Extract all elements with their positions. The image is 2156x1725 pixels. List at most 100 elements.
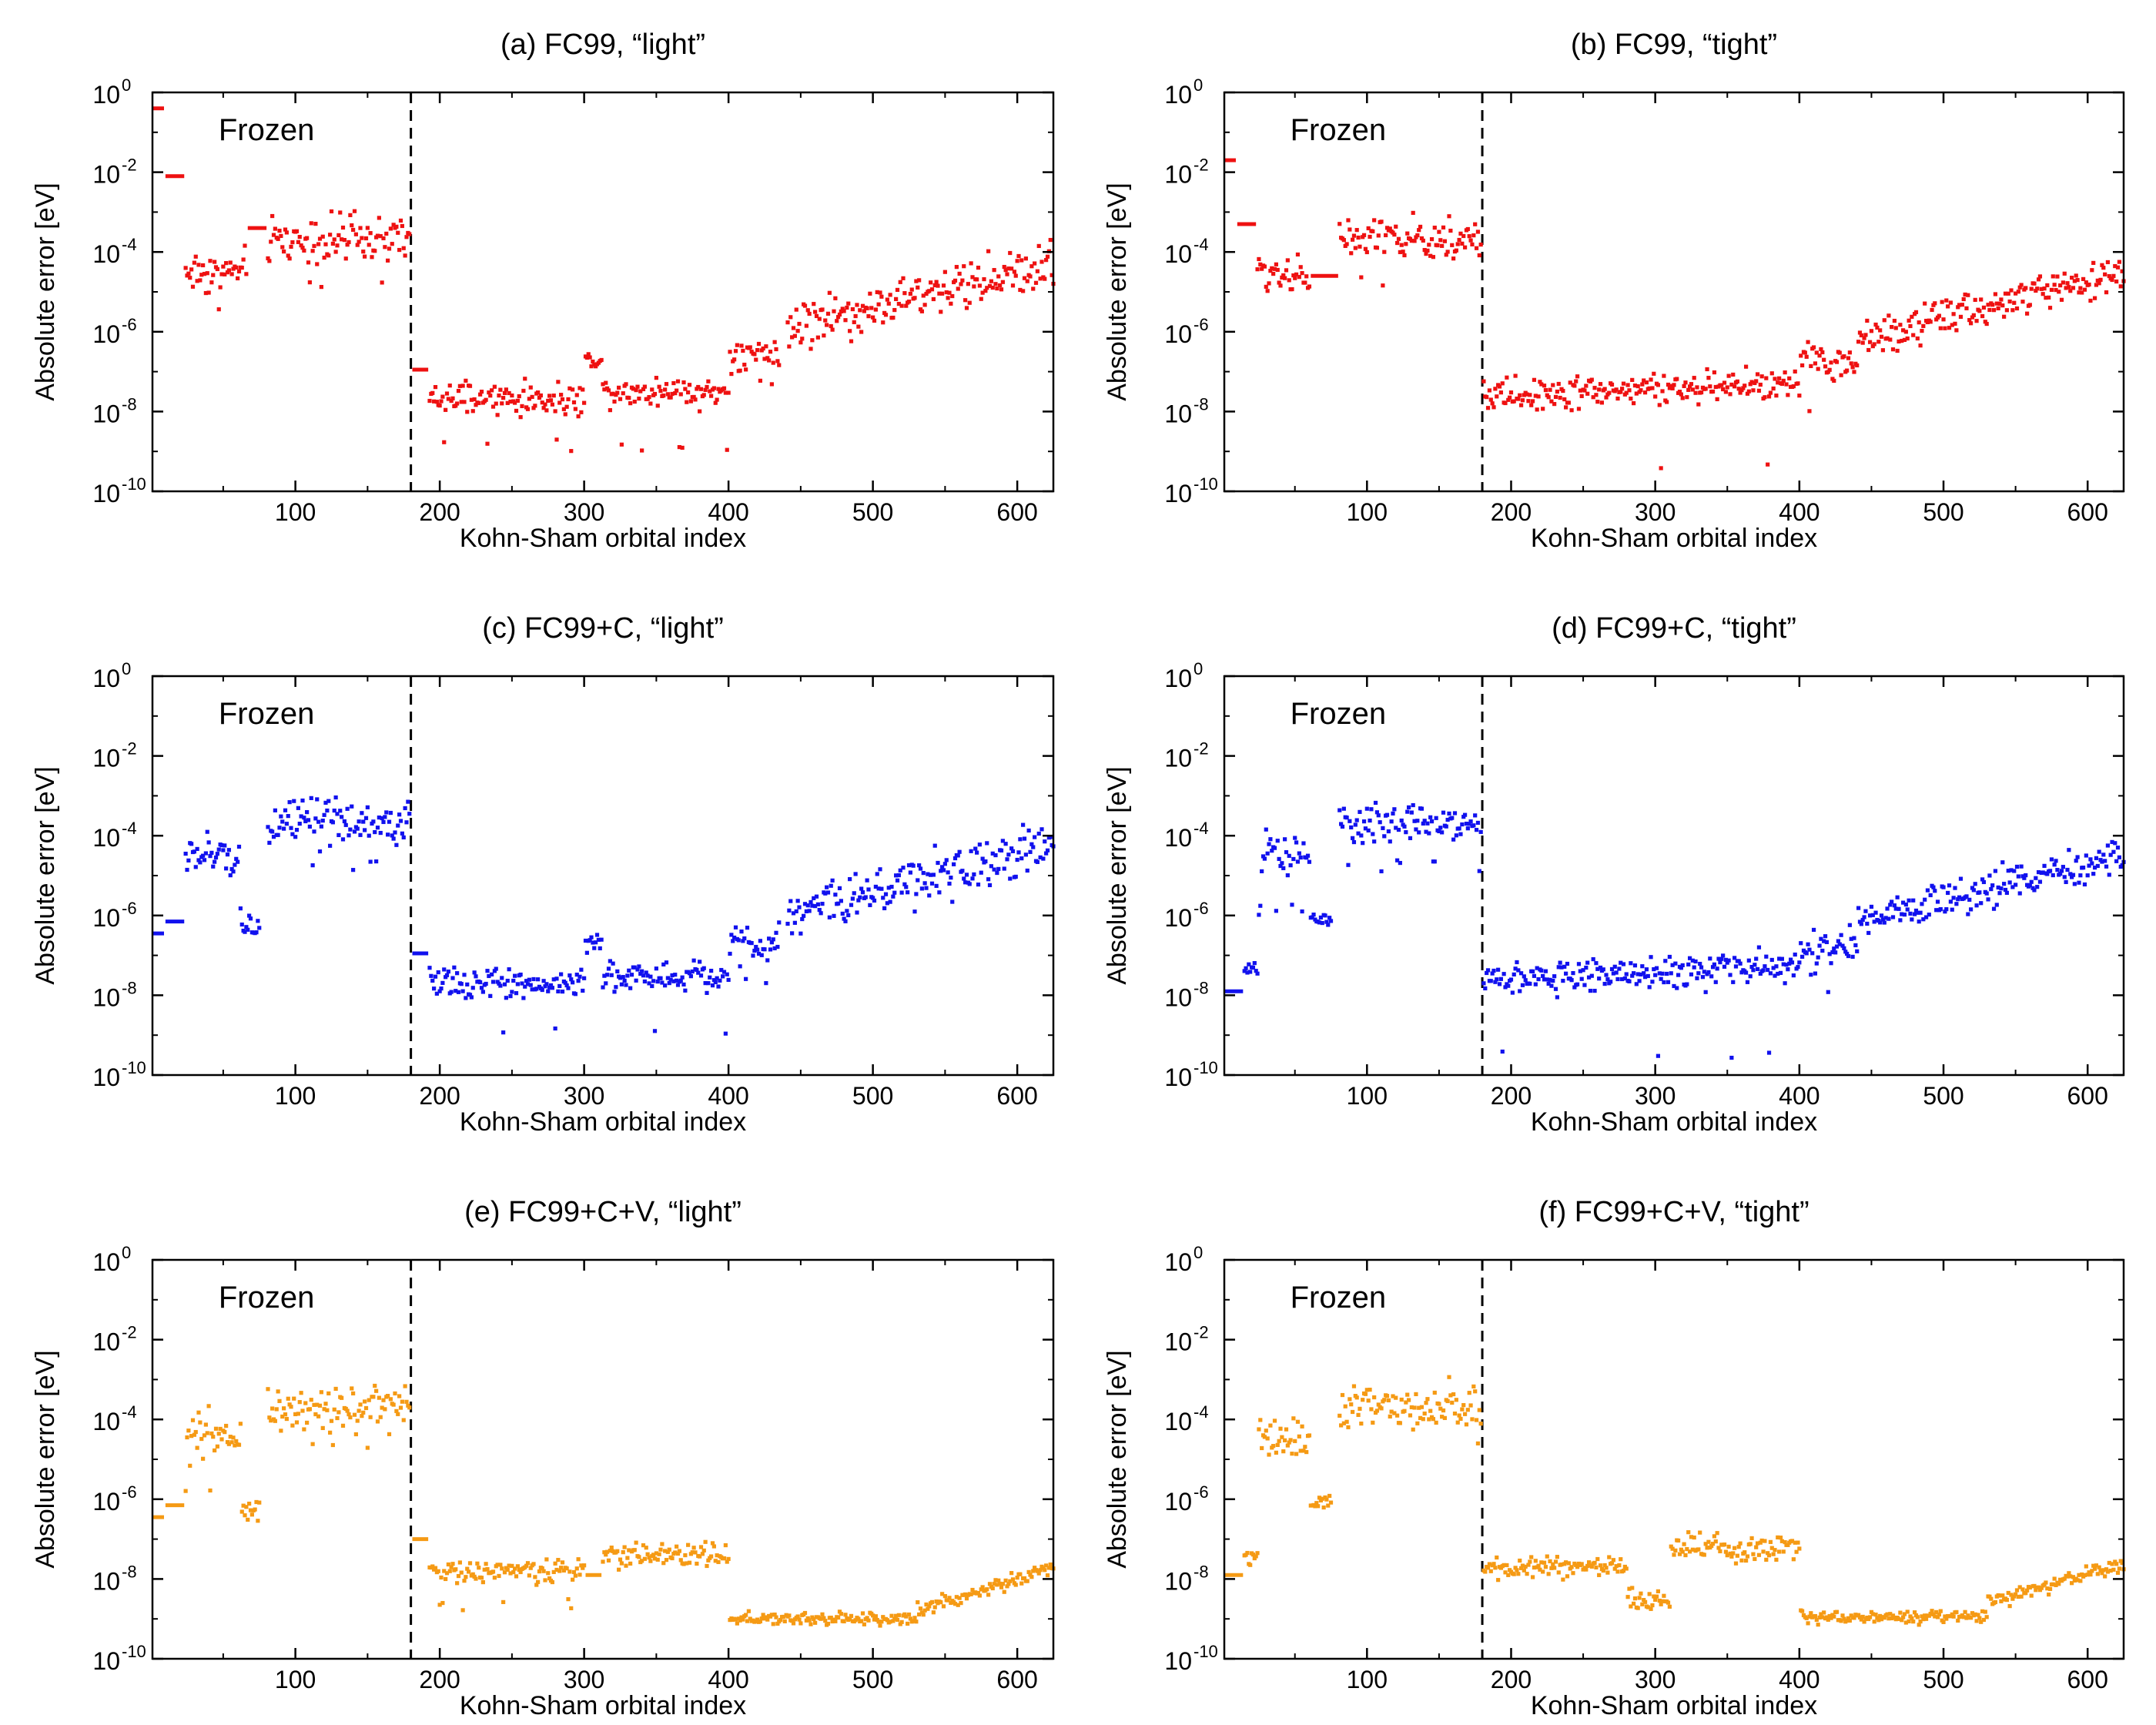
data-point [2017,1585,2022,1589]
data-point [1581,968,1585,973]
data-point [862,309,866,313]
data-point [1366,828,1371,832]
data-point [1595,966,1600,971]
data-point [442,440,447,444]
data-point [446,969,450,974]
data-point [756,951,762,956]
data-point [1624,972,1629,976]
data-point [571,980,575,985]
data-point [1372,1395,1377,1400]
data-point [1359,1421,1364,1426]
data-point [1918,1619,1923,1624]
data-point [1981,1617,1987,1623]
data-point [2040,292,2045,296]
data-point [244,272,249,276]
data-point [1826,1617,1830,1622]
data-point [1977,890,1982,895]
data-point [1753,1556,1757,1562]
data-point [276,236,280,241]
data-point [859,330,864,334]
data-point [804,909,808,913]
data-point [732,935,737,940]
data-point [701,393,706,397]
data-point [736,938,741,943]
data-point [381,1398,386,1402]
data-point [243,243,247,248]
data-point [505,978,510,983]
data-point [1653,1597,1658,1602]
data-point [1341,238,1346,243]
data-point [1850,365,1855,370]
data-point [741,348,745,353]
y-tick-label: 10 [92,1248,120,1276]
data-point [1857,1615,1863,1619]
data-point [1350,237,1355,242]
data-point [1040,827,1044,832]
x-tick-label: 200 [419,498,460,526]
data-point [1696,1547,1701,1552]
data-point [2107,273,2111,279]
data-point [196,1410,201,1415]
data-point [713,400,718,405]
data-point [1328,919,1334,923]
data-point [1624,1566,1629,1571]
data-point [1038,1568,1043,1573]
data-point [548,983,554,988]
data-point [1768,390,1773,395]
data-point [1454,248,1458,253]
data-point [650,387,654,392]
data-point [1477,1408,1481,1412]
data-point [695,1561,699,1566]
y-tick-base: 10 [92,983,120,1011]
data-point [1787,961,1792,966]
data-point [1295,252,1301,257]
data-point [788,315,793,320]
data-point [1046,1566,1051,1570]
data-point [1543,387,1548,393]
data-point [660,1542,665,1546]
data-point [1294,840,1299,845]
data-point [1522,1568,1526,1573]
data-point [808,347,813,351]
data-point [556,1558,561,1563]
data-point [487,390,491,395]
data-point [1791,384,1796,389]
data-point [1278,283,1283,288]
data-point [1751,388,1756,393]
data-point [440,1600,445,1606]
data-point [1826,990,1830,994]
data-point [1277,1439,1281,1443]
data-point [1736,959,1741,963]
data-point [1565,1574,1570,1579]
data-point [373,829,377,835]
data-point [1968,321,1974,326]
data-point [1481,981,1486,986]
data-point [1654,1594,1659,1599]
data-point [1337,222,1342,226]
data-point [317,1403,323,1408]
data-point [1873,1613,1878,1617]
data-point [1529,1555,1534,1559]
data-point [306,818,311,822]
data-point [901,866,906,870]
data-point [1933,301,1937,306]
data-point [922,303,927,307]
data-point [1816,1623,1820,1627]
data-point [479,986,484,990]
data-point [1363,826,1368,831]
data-point [1512,972,1516,976]
data-point [404,1399,409,1404]
data-point [335,812,340,816]
data-point [1532,377,1537,382]
data-point [983,859,988,864]
data-point [914,892,919,896]
data-point [1759,1538,1764,1543]
data-point [553,1026,557,1031]
data-point [2019,1594,2024,1599]
data-point [794,909,798,914]
data-point [1536,1563,1541,1568]
data-point [941,868,946,873]
data-point [1363,1392,1368,1396]
